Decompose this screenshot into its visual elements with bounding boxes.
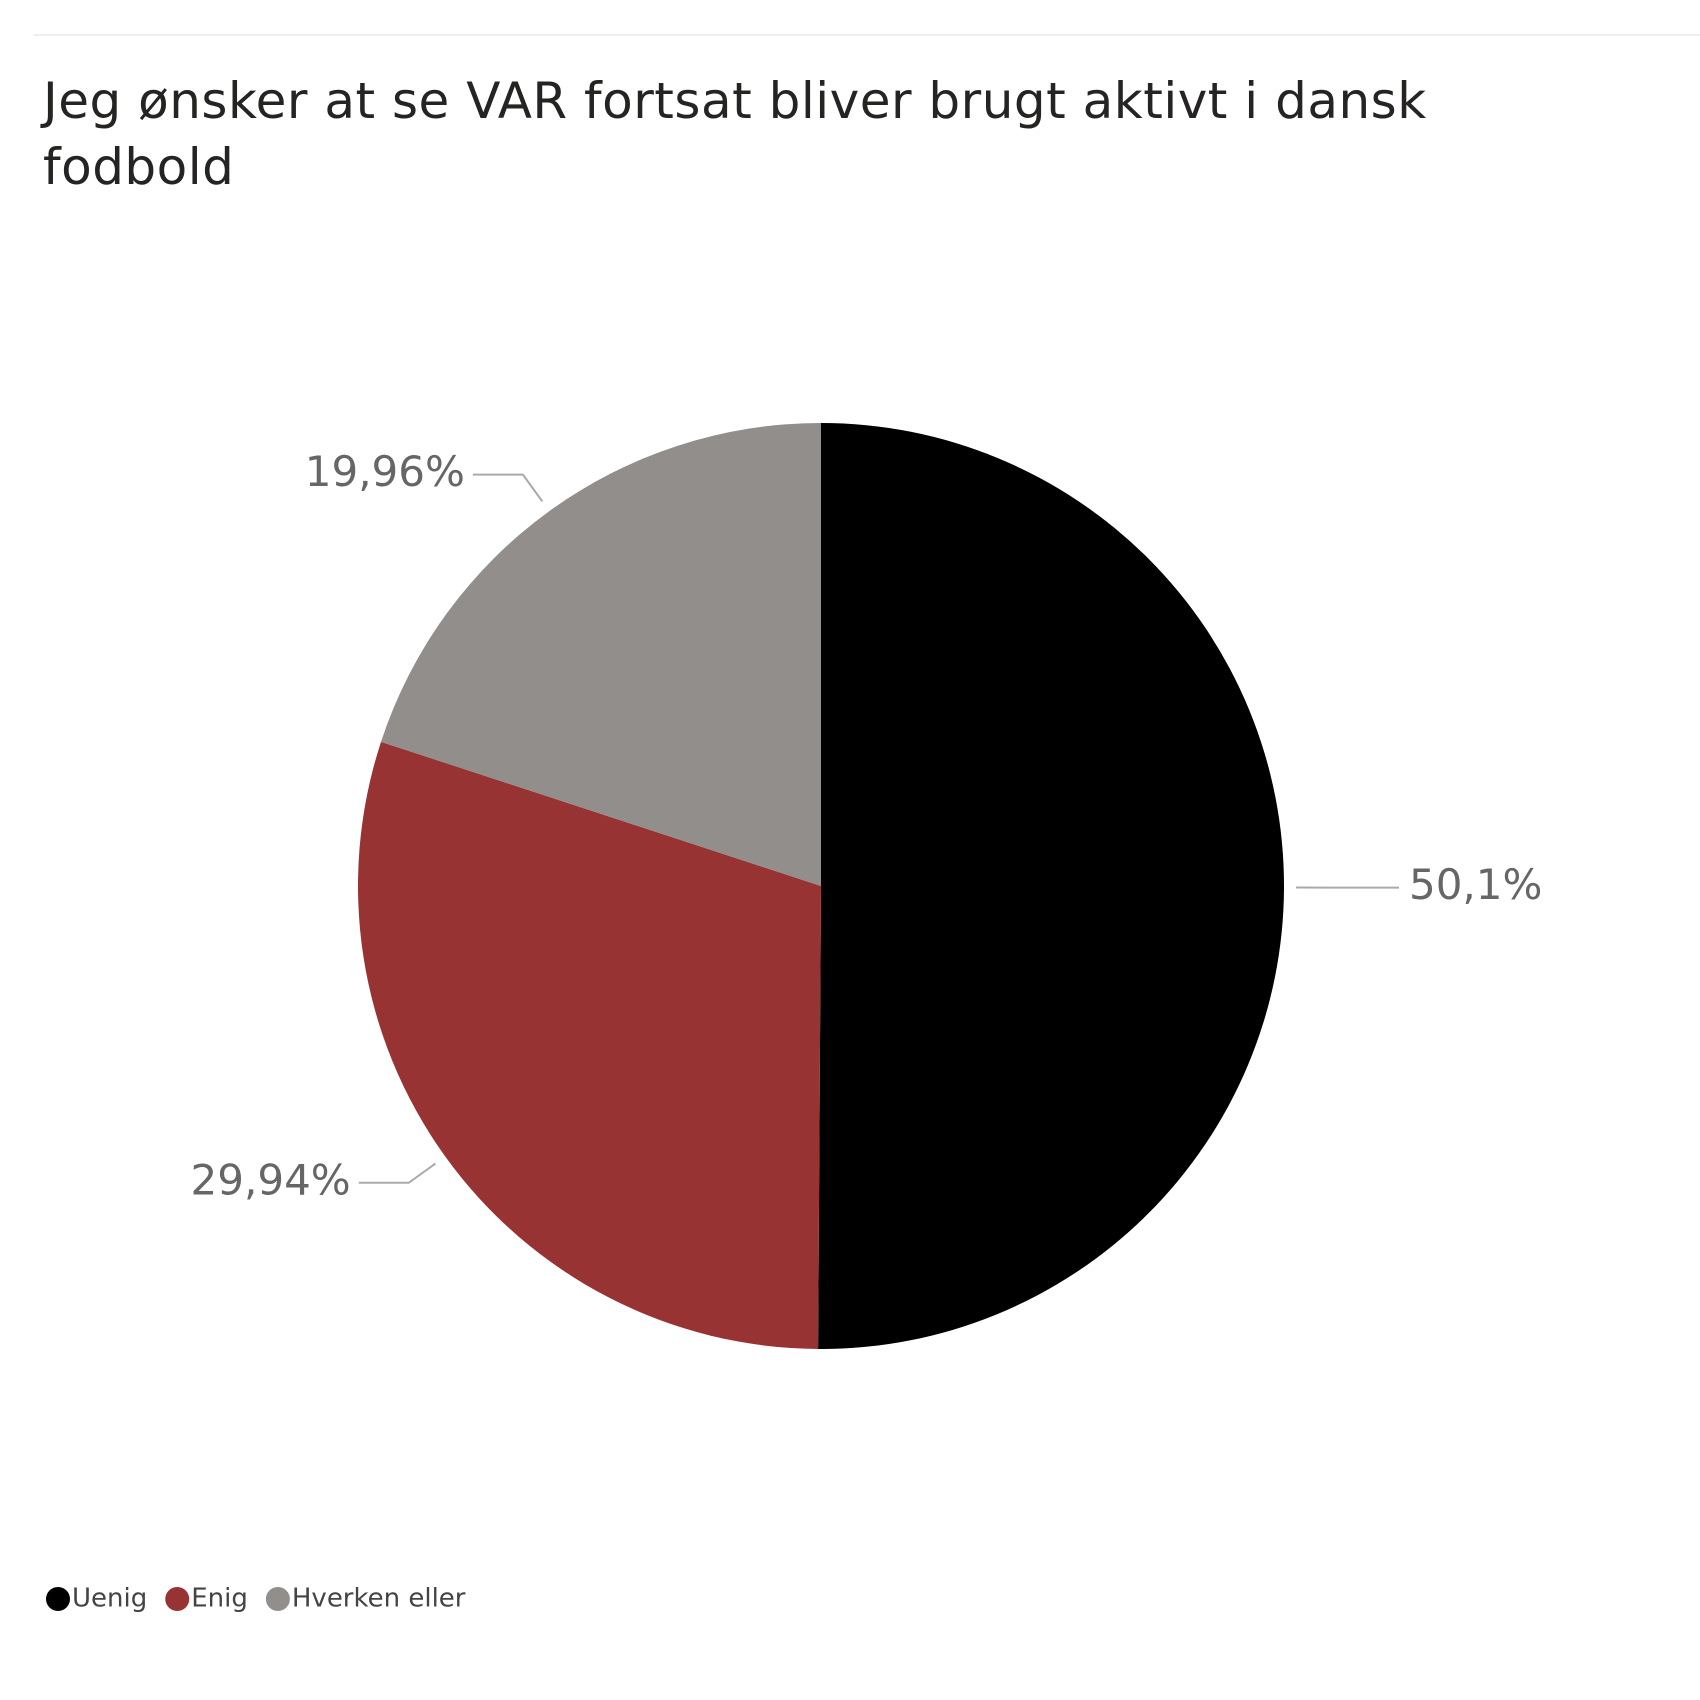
pie-slice bbox=[381, 423, 821, 886]
pie-slice bbox=[358, 741, 821, 1349]
chart-title: Jeg ønsker at se VAR fortsat bliver brug… bbox=[43, 72, 1427, 196]
legend-label: Enig bbox=[191, 1584, 248, 1614]
data-label: 50,1% bbox=[1409, 860, 1542, 909]
legend-marker bbox=[165, 1587, 190, 1611]
legend-marker bbox=[46, 1587, 70, 1611]
legend-label: Uenig bbox=[72, 1584, 147, 1614]
divider bbox=[34, 34, 1700, 36]
data-label: 19,96% bbox=[305, 447, 465, 496]
data-label: 29,94% bbox=[191, 1155, 351, 1204]
legend-label: Hverken eller bbox=[292, 1584, 466, 1614]
leader-line bbox=[358, 1162, 437, 1184]
legend-marker bbox=[265, 1587, 290, 1611]
leader-line bbox=[472, 473, 544, 502]
pie-slice bbox=[818, 423, 1285, 1349]
